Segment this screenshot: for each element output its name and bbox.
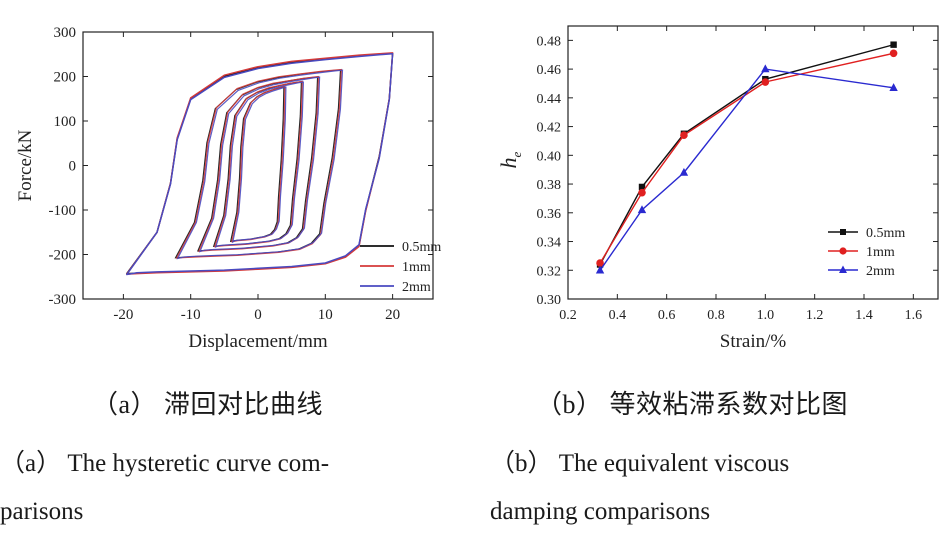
- y-tick-label: 300: [54, 25, 77, 41]
- x-tick-label: 0.4: [609, 308, 627, 323]
- plot-frame: [82, 31, 434, 300]
- legend-marker-2mm: [839, 265, 847, 273]
- series-inner-loop-1mm: [175, 68, 343, 259]
- data-point-2mm: [637, 205, 647, 214]
- data-point-0.5mm: [638, 183, 646, 191]
- x-axis-label: Strain/%: [720, 331, 787, 352]
- x-tick-label: 1.0: [757, 308, 775, 323]
- x-tick-label: 20: [385, 307, 400, 323]
- data-point-2mm: [595, 265, 605, 274]
- y-tick-label: 0.46: [537, 63, 562, 78]
- x-tick-label: 0.2: [559, 308, 577, 323]
- series-inner-loop-2mm: [214, 81, 305, 249]
- data-point-1mm: [889, 49, 898, 58]
- caption-b-english-line1: （b） The equivalent viscous: [490, 450, 790, 477]
- caption-b-english-line2: damping comparisons: [490, 498, 711, 525]
- y-tick-label: 0.30: [537, 293, 562, 308]
- data-point-2mm: [889, 83, 898, 91]
- y-tick-label: 0.42: [537, 121, 562, 136]
- data-point-2mm: [761, 64, 770, 73]
- series-inner-loop-2mm: [231, 86, 287, 244]
- legend-label-0.5mm: 0.5mm: [402, 240, 441, 255]
- x-tick-label: 1.2: [806, 308, 824, 323]
- series-inner-loop-1mm: [197, 75, 320, 252]
- y-tick-label: 0.48: [537, 34, 562, 49]
- legend-marker-0.5mm: [840, 229, 846, 235]
- y-axis-label: Force/kN: [15, 129, 36, 201]
- series-inner-loop-0.5mm: [196, 76, 319, 252]
- damping-chart: 0.2 0.4 0.6 0.8 1.0 1.2 1.4 1.6 0.30 0.32 0.34 0.36…: [496, 25, 939, 352]
- y-tick-label: 100: [54, 114, 77, 130]
- data-point-1mm: [761, 78, 770, 86]
- data-point-1mm: [638, 188, 646, 197]
- legend-label-2mm: 2mm: [866, 264, 895, 279]
- y-tick-label: 200: [54, 70, 77, 86]
- x-tick-label: 1.6: [905, 308, 923, 323]
- x-tick-label: 10: [318, 307, 333, 323]
- series-line-1mm: [126, 52, 394, 275]
- caption-b-chinese: （b） 等效粘滞系数对比图: [536, 390, 849, 419]
- series-inner-loop-2mm: [176, 69, 344, 260]
- x-tick-label: 0.6: [658, 308, 676, 323]
- y-tick-label: 0.40: [537, 149, 562, 164]
- series-inner-loop-2mm: [198, 76, 321, 253]
- y-tick-label: -100: [49, 203, 77, 219]
- x-tick-label: -10: [181, 307, 201, 323]
- y-tick-label: -300: [49, 292, 77, 308]
- series-inner-loop-0.5mm: [212, 80, 303, 247]
- legend-label-1mm: 1mm: [402, 260, 431, 275]
- x-tick-label: 0: [254, 307, 262, 323]
- x-tick-label: -20: [113, 307, 133, 323]
- data-point-1mm: [680, 131, 688, 139]
- caption-a-english-line2: parisons: [0, 498, 84, 525]
- x-axis-label: Displacement/mm: [188, 331, 328, 352]
- caption-a-english-line1: （a） The hysteretic curve com-: [0, 450, 330, 477]
- y-tick-label: 0.38: [537, 178, 562, 193]
- legend-label-2mm: 2mm: [402, 280, 431, 295]
- y-tick-label: 0.44: [537, 92, 562, 107]
- y-tick-label: 0: [69, 159, 77, 175]
- series-line-2mm: [599, 68, 894, 271]
- series-line-2mm: [126, 53, 394, 276]
- legend-marker-1mm: [839, 247, 847, 255]
- x-tick-label: 1.4: [855, 308, 873, 323]
- data-point-2mm: [679, 167, 689, 176]
- plot-frame: [567, 25, 939, 300]
- legend-label-1mm: 1mm: [866, 245, 895, 260]
- series-inner-loop-1mm: [213, 80, 304, 248]
- legend-label-0.5mm: 0.5mm: [866, 226, 905, 241]
- y-tick-label: 0.34: [537, 236, 562, 251]
- x-tick-label: 0.8: [707, 308, 725, 323]
- y-tick-label: 0.32: [537, 264, 562, 279]
- y-tick-label: 0.36: [537, 207, 562, 222]
- y-tick-label: -200: [49, 248, 77, 264]
- hysteretic-chart: -20 -10 0 10 20-300-200-1000100200300Displac…: [15, 25, 441, 352]
- y-axis-label: he: [496, 152, 524, 169]
- data-point-1mm: [596, 259, 604, 267]
- data-point-0.5mm: [890, 41, 897, 48]
- caption-a-chinese: （a） 滞回对比曲线: [92, 390, 324, 419]
